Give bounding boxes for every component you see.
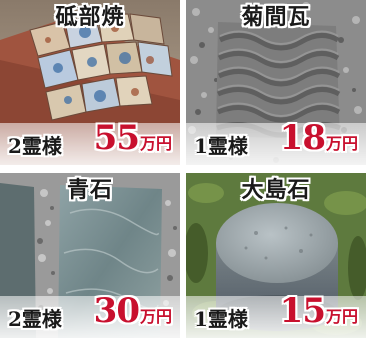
product-card-kikuma[interactable]: 菊間瓦 1霊様 18万円 [186, 0, 366, 165]
product-title: 大島石 [241, 177, 311, 203]
price-unit: 万円 [139, 307, 172, 326]
price-bar [0, 123, 180, 165]
kikuma-roof-tile-photo [186, 0, 366, 165]
price: 15万円 [280, 294, 358, 334]
product-card-tobe[interactable]: 砥部焼 2霊様 55万円 [0, 0, 180, 165]
product-title: 砥部焼 [55, 4, 125, 30]
spirit-count: 1霊様 [194, 134, 248, 158]
price-unit: 万円 [325, 134, 358, 153]
spirit-count: 2霊様 [8, 307, 62, 331]
price: 30万円 [94, 294, 172, 334]
price-number: 18 [279, 118, 326, 158]
product-card-oshima[interactable]: 大島石 1霊様 15万円 [186, 173, 366, 338]
price: 55万円 [94, 121, 172, 161]
product-card-aoishi[interactable]: 青石 2霊様 30万円 [0, 173, 180, 338]
spirit-count: 2霊様 [8, 134, 62, 158]
price-bar [0, 296, 180, 338]
spirit-count: 1霊様 [194, 307, 248, 331]
price-bar [186, 123, 366, 165]
price: 18万円 [280, 121, 358, 161]
price-number: 15 [279, 291, 326, 331]
price-unit: 万円 [139, 134, 172, 153]
price-number: 55 [93, 118, 140, 158]
price-unit: 万円 [325, 307, 358, 326]
product-title: 青石 [66, 177, 113, 203]
price-bar [186, 296, 366, 338]
price-number: 30 [93, 291, 140, 331]
product-title: 菊間瓦 [241, 4, 311, 30]
